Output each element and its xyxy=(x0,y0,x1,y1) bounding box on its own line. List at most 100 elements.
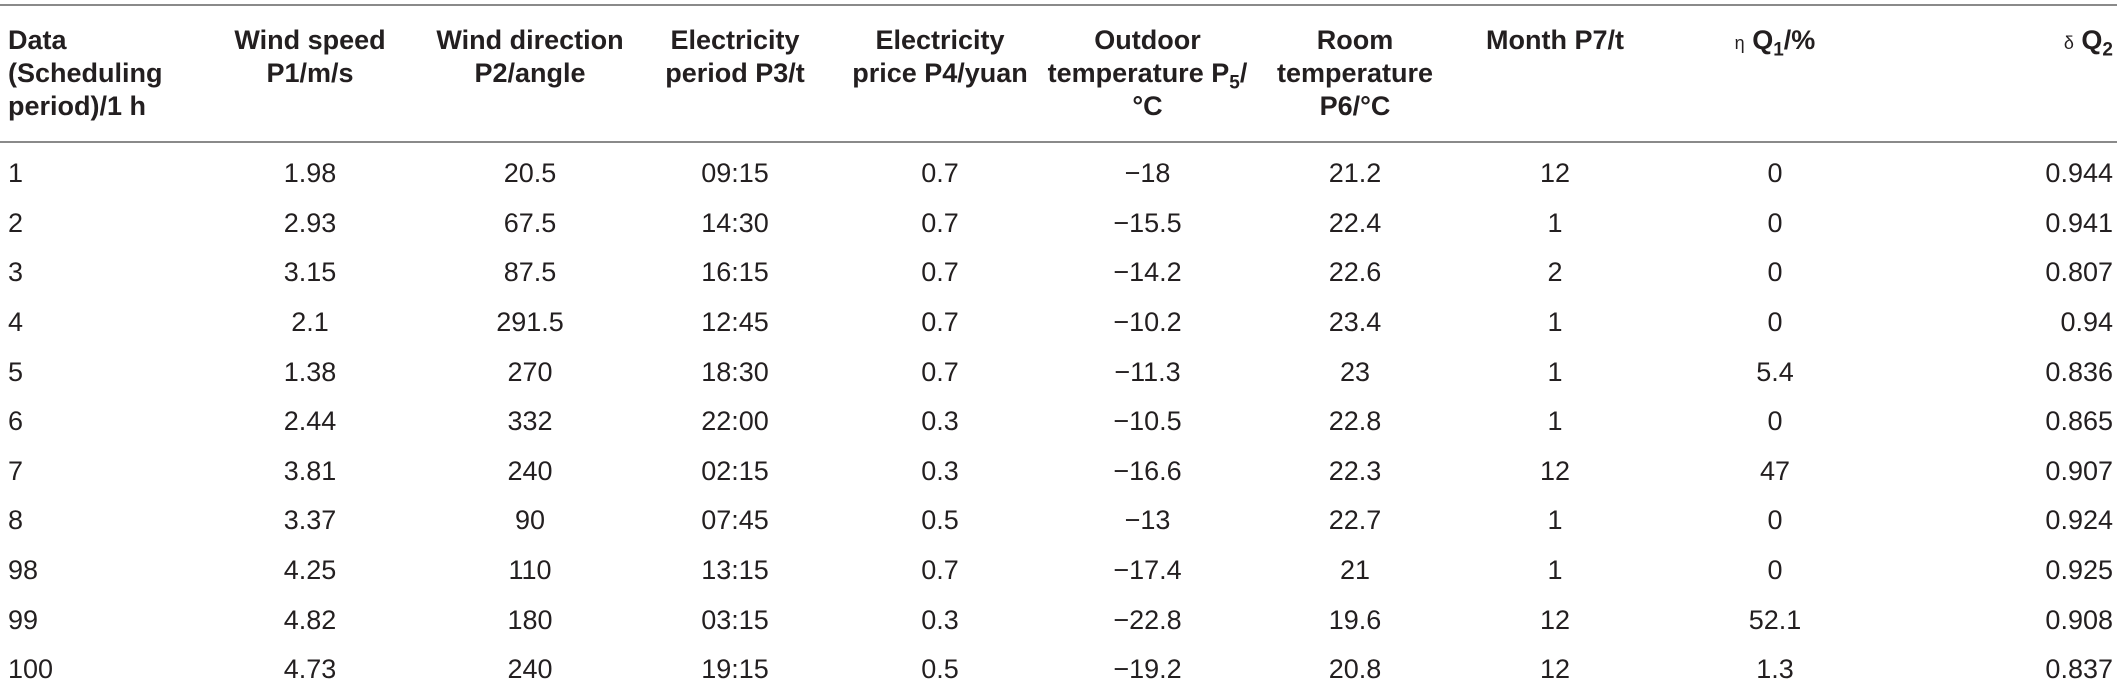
cell-q1: 0 xyxy=(1767,505,1783,536)
cell-month: 1 xyxy=(1547,207,1563,238)
table-body: 1 1.98 20.5 09:15 0.7 −18 21.2 12 0 0.944 2 2.93 67.… xyxy=(0,142,2117,695)
cell-q2: 0.944 xyxy=(2045,158,2113,189)
cell-electricity-period: 03:15 xyxy=(701,604,769,635)
cell-wind-speed: 4.25 xyxy=(283,555,337,586)
table-header: Data (Scheduling period)/1 h Wind speed … xyxy=(0,5,2117,142)
cell-period: 2 xyxy=(8,207,24,238)
cell-room-temp: 19.6 xyxy=(1328,604,1382,635)
table-row: 5 1.38 270 18:30 0.7 −11.3 23 1 5.4 0.836 xyxy=(0,347,2117,397)
cell-wind-speed: 2.93 xyxy=(283,207,337,238)
cell-outdoor-temp: −17.4 xyxy=(1113,555,1182,586)
cell-q1: 0 xyxy=(1767,307,1783,338)
cell-wind-direction: 20.5 xyxy=(503,158,557,189)
cell-outdoor-temp: −14.2 xyxy=(1113,257,1182,288)
cell-q1: 47 xyxy=(1759,455,1791,486)
cell-q2: 0.907 xyxy=(2045,455,2113,486)
header-month: Month P7/t xyxy=(1486,25,1624,55)
cell-electricity-period: 18:30 xyxy=(701,356,769,387)
header-row: Data (Scheduling period)/1 h Wind speed … xyxy=(0,5,2117,142)
cell-electricity-period: 22:00 xyxy=(701,406,769,437)
cell-electricity-period: 13:15 xyxy=(701,555,769,586)
cell-electricity-price: 0.7 xyxy=(921,307,959,338)
cell-q2: 0.924 xyxy=(2045,505,2113,536)
header-data-period: Data (Scheduling period)/1 h xyxy=(8,25,163,121)
cell-month: 1 xyxy=(1547,406,1563,437)
cell-electricity-period: 07:45 xyxy=(701,505,769,536)
header-outdoor-temperature-label: Outdoor temperature P xyxy=(1047,25,1230,88)
cell-outdoor-temp: −13 xyxy=(1124,505,1171,536)
cell-q1: 52.1 xyxy=(1748,604,1802,635)
cell-period: 7 xyxy=(8,455,24,486)
cell-wind-speed: 2.44 xyxy=(283,406,337,437)
table-row: 1 1.98 20.5 09:15 0.7 −18 21.2 12 0 0.944 xyxy=(0,142,2117,199)
cell-wind-speed: 3.37 xyxy=(283,505,337,536)
cell-outdoor-temp: −11.3 xyxy=(1114,356,1181,387)
cell-period: 4 xyxy=(8,307,24,338)
cell-q1: 0 xyxy=(1767,158,1783,189)
cell-electricity-period: 16:15 xyxy=(701,257,769,288)
cell-q2: 0.908 xyxy=(2045,604,2113,635)
cell-q1: 0 xyxy=(1767,257,1783,288)
cell-period: 5 xyxy=(8,356,24,387)
cell-month: 12 xyxy=(1539,158,1571,189)
cell-electricity-price: 0.3 xyxy=(921,406,959,437)
cell-room-temp: 22.6 xyxy=(1328,257,1382,288)
data-table: Data (Scheduling period)/1 h Wind speed … xyxy=(0,4,2117,695)
cell-room-temp: 23 xyxy=(1339,356,1371,387)
cell-room-temp: 22.7 xyxy=(1328,505,1382,536)
cell-wind-direction: 87.5 xyxy=(503,257,557,288)
header-q1-sub: 1 xyxy=(1773,39,1784,61)
cell-q2: 0.941 xyxy=(2045,207,2113,238)
cell-electricity-price: 0.7 xyxy=(921,207,959,238)
cell-wind-speed: 1.98 xyxy=(283,158,337,189)
cell-period: 99 xyxy=(8,604,39,635)
cell-electricity-price: 0.7 xyxy=(921,158,959,189)
cell-wind-direction: 180 xyxy=(507,604,553,635)
header-electricity-price: Electricity price P4/yuan xyxy=(852,25,1028,88)
cell-electricity-price: 0.7 xyxy=(921,257,959,288)
header-q2-sub: 2 xyxy=(2102,39,2113,61)
cell-room-temp: 21.2 xyxy=(1328,158,1382,189)
cell-wind-speed: 4.82 xyxy=(283,604,337,635)
header-wind-direction: Wind direction P2/angle xyxy=(436,25,624,88)
cell-electricity-period: 12:45 xyxy=(701,307,769,338)
cell-outdoor-temp: −18 xyxy=(1124,158,1171,189)
cell-period: 6 xyxy=(8,406,24,437)
header-outdoor-temperature: Outdoor temperature P5/°C xyxy=(1040,5,1255,142)
cell-room-temp: 22.3 xyxy=(1328,455,1382,486)
cell-month: 12 xyxy=(1539,654,1571,685)
table-row: 8 3.37 90 07:45 0.5 −13 22.7 1 0 0.924 xyxy=(0,496,2117,546)
header-delta-symbol: δ xyxy=(2063,33,2074,53)
cell-month: 1 xyxy=(1547,555,1563,586)
cell-month: 1 xyxy=(1547,505,1563,536)
cell-wind-direction: 240 xyxy=(507,455,553,486)
cell-electricity-period: 14:30 xyxy=(701,207,769,238)
cell-room-temp: 21 xyxy=(1339,555,1371,586)
cell-wind-direction: 270 xyxy=(507,356,553,387)
cell-room-temp: 23.4 xyxy=(1328,307,1382,338)
cell-period: 98 xyxy=(8,555,39,586)
table-row: 98 4.25 110 13:15 0.7 −17.4 21 1 0 0.925 xyxy=(0,546,2117,596)
cell-wind-direction: 240 xyxy=(507,654,553,685)
header-wind-speed: Wind speed P1/m/s xyxy=(234,25,386,88)
table-row: 3 3.15 87.5 16:15 0.7 −14.2 22.6 2 0 0.807 xyxy=(0,248,2117,298)
cell-wind-speed: 1.38 xyxy=(283,356,337,387)
cell-electricity-price: 0.5 xyxy=(921,505,959,536)
table-row: 6 2.44 332 22:00 0.3 −10.5 22.8 1 0 0.865 xyxy=(0,397,2117,447)
cell-electricity-period: 09:15 xyxy=(701,158,769,189)
cell-period: 3 xyxy=(8,257,24,288)
header-q1-label: Q xyxy=(1752,25,1774,55)
header-eta-symbol: η xyxy=(1734,33,1745,53)
cell-electricity-period: 02:15 xyxy=(701,455,769,486)
cell-q2: 0.925 xyxy=(2045,555,2113,586)
cell-q2: 0.807 xyxy=(2045,257,2113,288)
table-row: 2 2.93 67.5 14:30 0.7 −15.5 22.4 1 0 0.941 xyxy=(0,199,2117,249)
cell-q1: 5.4 xyxy=(1756,356,1794,387)
cell-outdoor-temp: −19.2 xyxy=(1113,654,1182,685)
cell-electricity-price: 0.5 xyxy=(921,654,959,685)
cell-outdoor-temp: −22.8 xyxy=(1113,604,1182,635)
cell-electricity-price: 0.3 xyxy=(921,604,959,635)
table-row: 99 4.82 180 03:15 0.3 −22.8 19.6 12 52.1 0.908 xyxy=(0,595,2117,645)
table-row: 7 3.81 240 02:15 0.3 −16.6 22.3 12 47 0.907 xyxy=(0,447,2117,497)
cell-month: 1 xyxy=(1547,356,1563,387)
